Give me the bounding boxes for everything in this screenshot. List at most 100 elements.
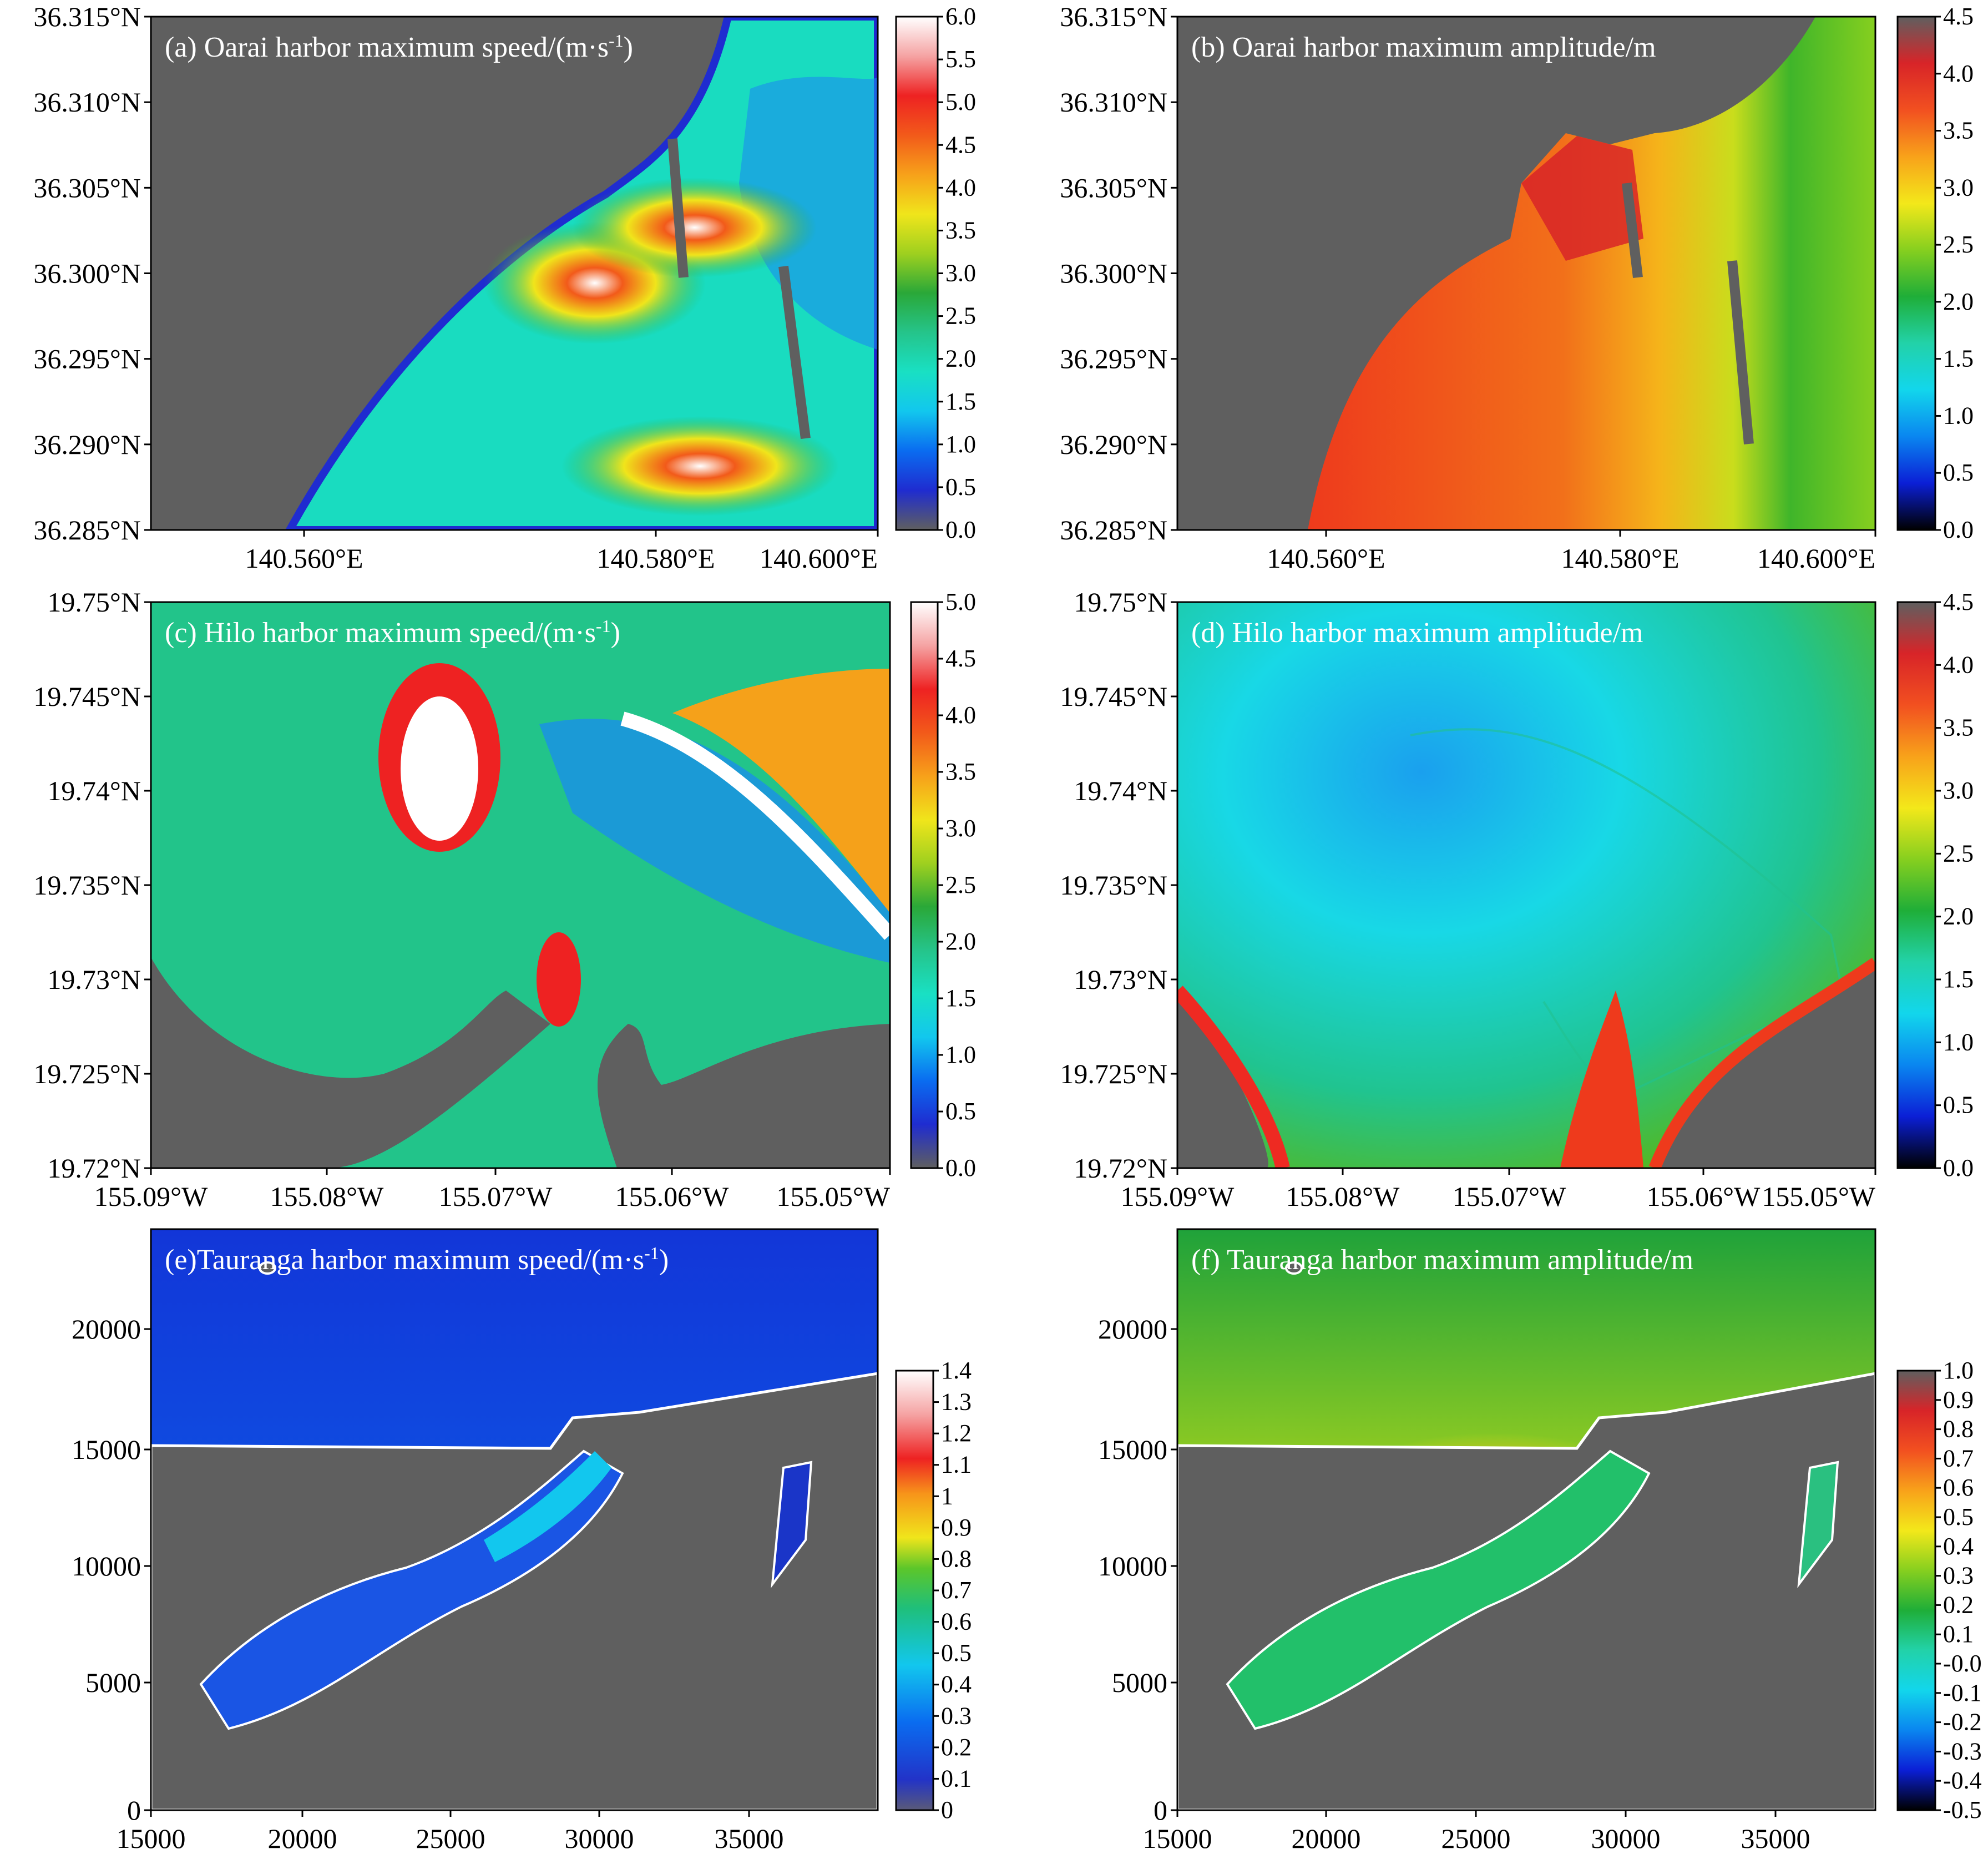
x-tick-label: 30000 [1591,1823,1661,1854]
panel-title: (b) Oarai harbor maximum amplitude/m [1191,32,1656,63]
y-tick-label: 36.285°N [1060,514,1167,545]
panel-f: (f) Tauranga harbor maximum amplitude/m 2… [1098,1228,1982,1854]
y-tick-label: 36.315°N [33,1,141,32]
panel-title-suffix: ) [611,617,620,649]
colorbar-tick-label: 1.2 [941,1419,972,1447]
land-area [151,1372,878,1810]
shoreline-peak-east [1648,957,1875,1168]
panel-c: (c) Hilo harbor maximum speed/(m·s-1) 19.… [33,587,976,1212]
colorbar-tick-label: 1.4 [941,1357,972,1384]
y-tick-label: 36.310°N [1060,87,1167,118]
land-area [1177,1372,1875,1810]
colorbar-tick-label: 2.5 [1943,231,1974,258]
colorbar-tick-label: -0.0 [1943,1650,1982,1677]
harbor-channel [1226,1449,1651,1730]
inlet-east [1797,1461,1839,1588]
colorbar-tick-label: 0.9 [941,1514,972,1541]
colorbar-tick-label: 0 [941,1796,953,1823]
x-tick-label: 35000 [1741,1823,1810,1854]
panel-title-text: (c) Hilo harbor maximum speed/(m·s [165,617,596,649]
y-tick-label: 19.72°N [1074,1153,1167,1184]
heatmap-field [151,1229,878,1810]
x-tick-label: 140.600°E [760,543,878,574]
colorbar-tick-label: 1.5 [945,388,976,415]
y-tick-label: 10000 [72,1550,141,1582]
panel-title-text: (b) Oarai harbor maximum amplitude/m [1191,32,1656,63]
y-tick-label: 5000 [85,1667,141,1698]
panel-title-suffix: ) [624,32,633,63]
colorbar-tick-label: 0.5 [1943,1503,1974,1530]
colorbar-tick-label: 1.0 [1943,1357,1974,1384]
y-tick-label: 19.75°N [47,587,141,618]
y-tick-label: 36.315°N [1060,1,1167,32]
panel-d: (d) Hilo harbor maximum amplitude/m 19.75… [1060,587,1974,1212]
colorbar-tick-label: 4.0 [945,174,976,201]
x-tick-label: 155.07°W [439,1181,553,1212]
colorbar-tick-label: 2.5 [945,302,976,330]
y-tick-label: 36.310°N [33,87,141,118]
colorbar-tick-label: 0.0 [1943,1154,1974,1181]
x-tick-label: 155.06°W [615,1181,729,1212]
y-tick-label: 36.300°N [1060,258,1167,289]
heatmap-field [151,17,878,530]
colorbar-tick-label: 4.0 [1943,651,1974,678]
y-tick-label: 36.305°N [33,172,141,203]
colorbar-tick-label: 2.0 [1943,903,1974,930]
colorbar-tick-label: 0.3 [941,1702,972,1729]
panel-title: (c) Hilo harbor maximum speed/(m·s-1) [165,616,620,649]
colorbar [895,16,939,531]
y-tick-label: 19.72°N [47,1153,141,1184]
colorbar-tick-label: -0.4 [1943,1767,1982,1794]
inner-harbor-peak [1521,136,1643,261]
colorbar-tick-label: 4.5 [1943,588,1974,615]
speed-peak-northwest [401,696,478,841]
colorbar-tick-label: -0.1 [1943,1679,1982,1706]
heatmap-field [1177,17,1875,530]
shoreline-peak-center [1560,991,1643,1168]
colorbar-tick-label: 0.5 [945,473,976,501]
colorbar-tick-label: 0.0 [945,516,976,543]
x-tick-label: 25000 [416,1823,485,1854]
land-area-east [598,1024,890,1168]
colorbar-tick-label: 0.7 [1943,1444,1974,1472]
panel-title-superscript: -1 [609,31,624,50]
land-area-east [1655,963,1875,1168]
x-tick-label: 140.580°E [1561,543,1679,574]
colorbar-tick-label: 0.8 [1943,1416,1974,1443]
y-tick-label: 15000 [1098,1434,1167,1465]
colorbar-tick-label: 4.5 [1943,3,1974,30]
panel-a: (a) Oarai harbor maximum speed/(m·s-1) 36… [33,1,976,574]
y-tick-label: 0 [1154,1795,1167,1826]
colorbar [1896,1370,1936,1811]
heatmap-field [151,602,890,1168]
colorbar-tick-label: -0.5 [1943,1796,1982,1823]
x-tick-label: 25000 [1441,1823,1511,1854]
island [259,1261,276,1275]
sea-amplitude-field [1308,17,1875,530]
colorbar [1896,601,1936,1169]
colorbar-tick-label: 0.2 [941,1734,972,1761]
x-tick-label: 155.08°W [270,1181,384,1212]
x-tick-label: 140.600°E [1757,543,1875,574]
x-tick-label: 140.580°E [596,543,715,574]
colorbar-tick-label: 5.0 [945,88,976,115]
breakwater [667,138,811,440]
colorbar-tick-label: 4.5 [945,131,976,158]
speed-hotspot-center [537,932,581,1027]
y-tick-label: 19.725°N [33,1058,141,1089]
panel-e: (e)Tauranga harbor maximum speed/(m·s-1)… [72,1228,972,1854]
colorbar-tick-label: 2.5 [1943,840,1974,867]
colorbar-tick-label: 0.5 [1943,459,1974,486]
colorbar-tick-label: 0.7 [941,1577,972,1604]
panel-title-text: (f) Tauranga harbor maximum amplitude/m [1191,1244,1693,1276]
channel-speed-zone [539,719,890,963]
colorbar-tick-label: 3.0 [1943,174,1974,201]
y-tick-label: 19.745°N [1060,681,1167,712]
breakwater [1622,182,1754,444]
panel-b: (b) Oarai harbor maximum amplitude/m 36.3… [1060,1,1974,574]
panel-title-text: (a) Oarai harbor maximum speed/(m·s [165,32,609,63]
y-tick-label: 20000 [72,1314,141,1345]
y-tick-label: 19.735°N [33,870,141,901]
y-tick-label: 19.725°N [1060,1058,1167,1089]
colorbar [1896,16,1936,531]
